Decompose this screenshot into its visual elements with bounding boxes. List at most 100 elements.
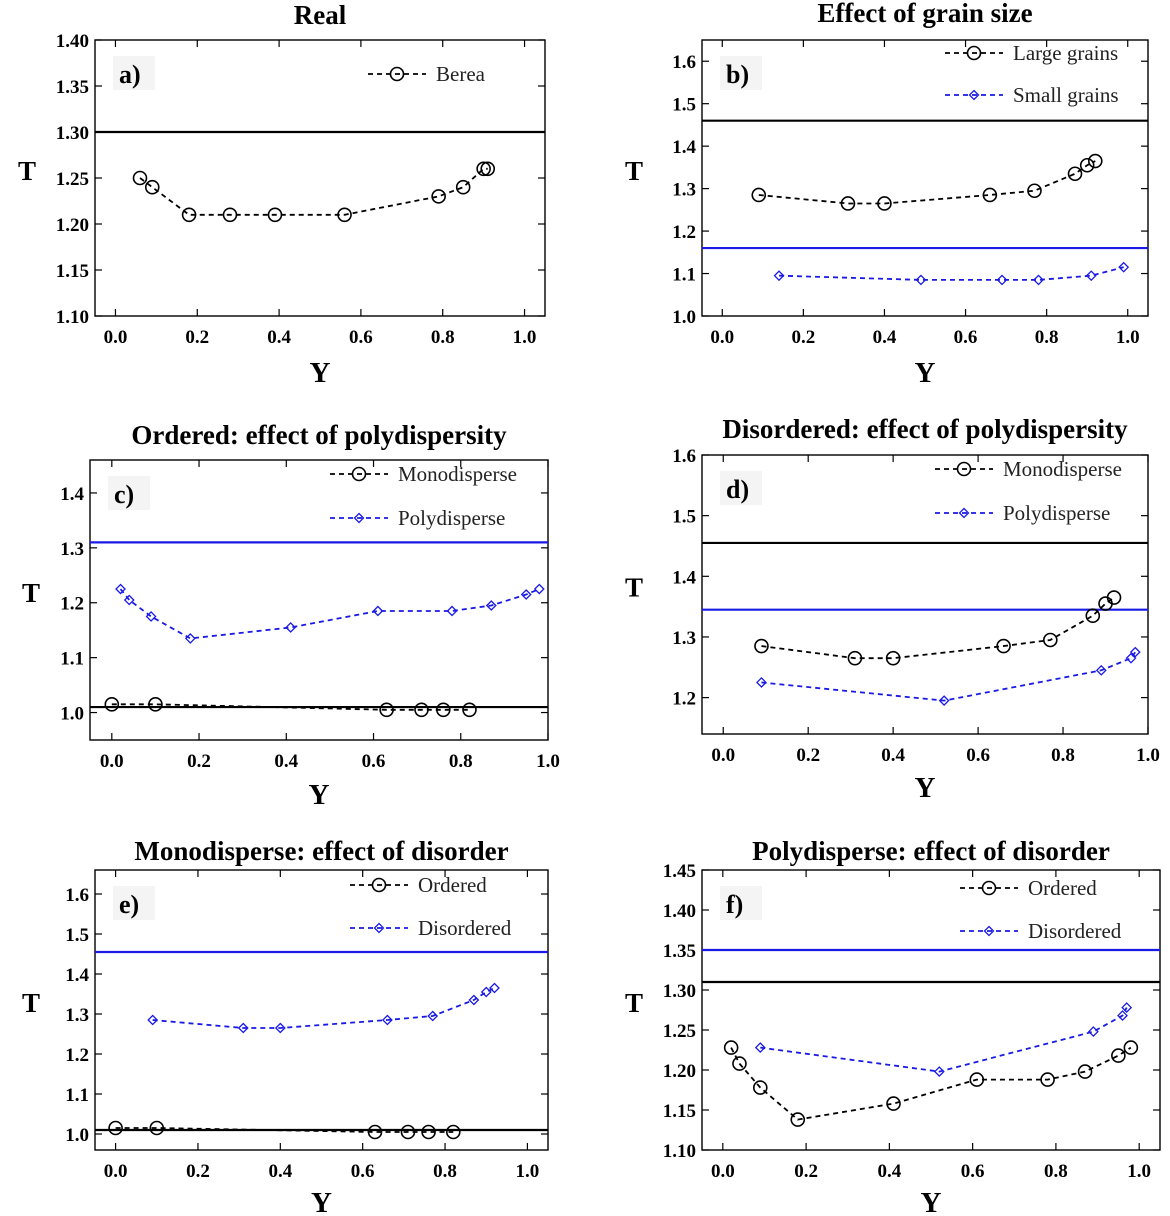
data-point <box>1125 652 1137 664</box>
y-tick-label: 1.5 <box>672 95 696 116</box>
data-point <box>144 179 160 195</box>
data-point <box>1106 590 1122 605</box>
series-line <box>119 588 540 640</box>
x-tick-label: 0.6 <box>961 1161 985 1182</box>
x-tick-label: 0.8 <box>449 751 473 772</box>
data-point <box>104 697 120 712</box>
x-tick-label: 1.0 <box>1127 1161 1151 1182</box>
data-point <box>181 207 197 223</box>
data-point <box>754 638 769 654</box>
y-axis-label: T <box>625 573 643 603</box>
y-tick-label: 1.40 <box>56 31 89 52</box>
legend-marker <box>981 880 997 896</box>
data-point <box>480 986 492 998</box>
y-tick-label: 1.4 <box>65 965 89 986</box>
y-tick-label: 1.2 <box>65 1045 89 1066</box>
data-point <box>427 1010 439 1022</box>
data-point <box>421 1124 436 1140</box>
data-point <box>372 605 384 617</box>
y-axis-label: T <box>625 988 643 1018</box>
x-axis-label: Y <box>311 1187 332 1216</box>
chart-title: Real <box>294 0 347 30</box>
chart-panel-2: Effect of grain size 1.0 1.1 1.2 1.3 1.4 1.5 1.… <box>625 0 1149 389</box>
y-tick-label: 1.40 <box>663 901 696 922</box>
panel-label-bg <box>108 476 150 510</box>
series-line <box>139 167 488 216</box>
panel-label: e) <box>119 890 139 919</box>
data-point <box>915 274 927 286</box>
data-point <box>381 1014 393 1026</box>
x-tick-label: 0.4 <box>274 751 298 772</box>
data-point <box>132 170 148 186</box>
data-point <box>145 611 157 622</box>
data-point <box>436 702 451 718</box>
x-tick-label: 0.8 <box>1044 1161 1068 1182</box>
y-tick-label: 1.15 <box>56 261 89 282</box>
chart-panel-4: Disordered: effect of polydispersity 1.2 1… <box>625 414 1160 804</box>
y-tick-label: 1.4 <box>672 137 696 158</box>
legend-marker <box>966 45 982 61</box>
legend-label: Monodisperse <box>398 462 517 486</box>
y-tick-label: 1.10 <box>56 307 89 328</box>
series-line <box>152 987 495 1029</box>
panel-label-bg <box>720 886 762 920</box>
data-point <box>732 1056 747 1071</box>
data-point <box>1033 274 1044 286</box>
y-tick-label: 1.30 <box>56 123 89 144</box>
chart-title: Effect of grain size <box>817 0 1032 28</box>
x-axis-label: Y <box>921 1187 942 1216</box>
data-point <box>996 638 1011 654</box>
x-tick-label: 0.2 <box>791 327 815 348</box>
data-point <box>184 633 196 644</box>
x-tick-label: 0.8 <box>1051 745 1075 766</box>
chart-title: Monodisperse: effect of disorder <box>134 836 508 866</box>
x-axis-label: Y <box>915 357 936 389</box>
data-point <box>723 1040 739 1055</box>
panel-label-bg <box>720 56 762 90</box>
y-tick-label: 1.5 <box>672 507 696 528</box>
series-line <box>761 651 1136 702</box>
data-point <box>520 589 532 600</box>
data-point <box>379 702 394 718</box>
legend-label: Disordered <box>418 916 512 940</box>
y-tick-label: 1.25 <box>663 1021 696 1042</box>
legend-marker <box>958 507 970 519</box>
data-point <box>790 1112 806 1127</box>
data-point <box>1087 153 1103 169</box>
y-tick-label: 1.10 <box>663 1141 696 1162</box>
x-tick-label: 0.2 <box>185 327 209 348</box>
data-point <box>754 1042 766 1054</box>
y-tick-label: 1.1 <box>672 265 696 286</box>
y-axis-label: T <box>22 578 40 608</box>
plot-frame <box>89 459 549 741</box>
x-tick-label: 0.6 <box>349 327 373 348</box>
legend-marker <box>956 461 972 477</box>
data-point <box>1129 646 1141 658</box>
data-point <box>1087 1026 1099 1038</box>
x-tick-label: 1.0 <box>513 327 537 348</box>
data-point <box>1077 1064 1093 1079</box>
y-tick-label: 1.5 <box>65 925 89 946</box>
data-point <box>1117 1010 1128 1022</box>
x-tick-label: 0.0 <box>711 745 735 766</box>
data-point <box>1040 1072 1055 1087</box>
x-tick-label: 0.6 <box>351 1161 375 1182</box>
legend-marker <box>983 925 995 937</box>
data-point <box>267 207 283 223</box>
data-point <box>431 189 446 204</box>
data-point <box>1067 166 1083 182</box>
data-point <box>222 207 238 223</box>
data-point <box>1111 1048 1126 1063</box>
data-point <box>485 600 497 611</box>
x-tick-label: 0.2 <box>187 751 211 772</box>
data-point <box>996 274 1008 286</box>
x-tick-label: 0.6 <box>362 751 386 772</box>
x-axis-label: Y <box>915 772 936 804</box>
panel-label: b) <box>726 60 749 89</box>
x-tick-label: 0.0 <box>104 1161 128 1182</box>
y-tick-label: 1.1 <box>60 649 84 670</box>
data-point <box>1085 270 1097 282</box>
panel-label: d) <box>726 475 749 504</box>
data-point <box>751 187 767 203</box>
legend-label: Polydisperse <box>398 506 505 530</box>
